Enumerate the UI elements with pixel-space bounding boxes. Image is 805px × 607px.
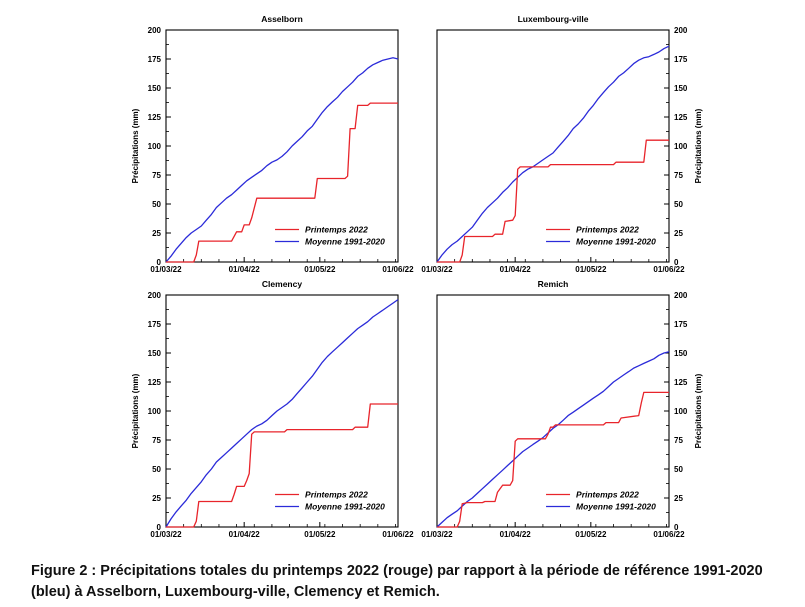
x-tick-label: 01/03/22 xyxy=(150,530,182,539)
chart-panel-3: Clemency 0 25 50 75 100 125 150 175 200 Précipitat… xyxy=(131,279,414,539)
series-line-moyenne-1991-2020 xyxy=(436,351,670,528)
y-tick-label: 125 xyxy=(674,113,688,122)
x-tick-label: 01/04/22 xyxy=(500,265,532,274)
y-tick-label: 150 xyxy=(674,349,688,358)
y-tick-label: 200 xyxy=(674,26,688,35)
y-tick-label: 75 xyxy=(152,171,161,180)
y-tick-label: 0 xyxy=(674,258,679,267)
x-tick-label: 01/06/22 xyxy=(382,530,414,539)
x-tick-label: 01/05/22 xyxy=(575,265,607,274)
y-tick-label: 150 xyxy=(148,84,162,93)
y-tick-label: 50 xyxy=(674,465,683,474)
x-tick-label: 01/05/22 xyxy=(304,265,336,274)
series-line-moyenne-1991-2020 xyxy=(165,299,399,528)
chart-panel-2: Luxembourg-ville 0 25 50 75 100 125 150 175 200 Pr… xyxy=(421,14,703,274)
x-tick-label: 01/06/22 xyxy=(382,265,414,274)
legend-label: Printemps 2022 xyxy=(305,490,368,500)
chart-title: Clemency xyxy=(262,279,302,289)
x-tick-label: 01/03/22 xyxy=(421,530,453,539)
x-tick-label: 01/04/22 xyxy=(500,530,532,539)
y-tick-label: 75 xyxy=(674,171,683,180)
y-axis-label: Précipitations (mm) xyxy=(694,108,703,183)
x-tick-label: 01/04/22 xyxy=(229,265,261,274)
series-line-moyenne-1991-2020 xyxy=(165,57,399,263)
y-tick-label: 25 xyxy=(674,229,683,238)
y-tick-label: 175 xyxy=(674,320,688,329)
x-tick-label: 01/05/22 xyxy=(304,530,336,539)
legend-label: Printemps 2022 xyxy=(576,490,639,500)
chart-panel-4: Remich 0 25 50 75 100 125 150 175 200 Précipitatio… xyxy=(421,279,703,539)
series-line-printemps-2022 xyxy=(166,403,398,528)
y-tick-label: 0 xyxy=(157,258,162,267)
y-tick-label: 50 xyxy=(152,465,161,474)
y-tick-label: 175 xyxy=(148,55,162,64)
y-tick-label: 125 xyxy=(674,378,688,387)
y-tick-label: 200 xyxy=(674,291,688,300)
series-line-printemps-2022 xyxy=(437,391,669,528)
y-tick-label: 200 xyxy=(148,291,162,300)
y-tick-label: 100 xyxy=(674,407,688,416)
y-tick-label: 125 xyxy=(148,113,162,122)
y-tick-label: 200 xyxy=(148,26,162,35)
x-tick-label: 01/06/22 xyxy=(653,530,685,539)
y-tick-label: 100 xyxy=(148,407,162,416)
series-line-printemps-2022 xyxy=(437,139,669,263)
legend-label: Moyenne 1991-2020 xyxy=(576,502,656,512)
y-tick-label: 75 xyxy=(152,436,161,445)
y-axis-label: Précipitations (mm) xyxy=(131,108,140,183)
legend-label: Moyenne 1991-2020 xyxy=(576,237,656,247)
x-tick-label: 01/05/22 xyxy=(575,530,607,539)
y-tick-label: 25 xyxy=(674,494,683,503)
legend-label: Moyenne 1991-2020 xyxy=(305,237,385,247)
y-tick-label: 175 xyxy=(148,320,162,329)
y-tick-label: 0 xyxy=(157,523,162,532)
y-tick-label: 100 xyxy=(148,142,162,151)
legend-label: Printemps 2022 xyxy=(305,225,368,235)
precipitation-figure: Asselborn 0 25 50 75 100 125 150 175 200 Précipita… xyxy=(131,14,703,539)
y-tick-label: 150 xyxy=(674,84,688,93)
x-tick-label: 01/03/22 xyxy=(421,265,453,274)
y-tick-label: 25 xyxy=(152,494,161,503)
y-axis-label: Précipitations (mm) xyxy=(131,373,140,448)
chart-panel-1: Asselborn 0 25 50 75 100 125 150 175 200 Précipita… xyxy=(131,14,414,274)
y-tick-label: 0 xyxy=(674,523,679,532)
x-tick-label: 01/04/22 xyxy=(229,530,261,539)
chart-title: Remich xyxy=(538,279,569,289)
y-tick-label: 100 xyxy=(674,142,688,151)
chart-title: Luxembourg-ville xyxy=(518,14,589,24)
figure-caption: Figure 2 : Précipitations totales du pri… xyxy=(31,563,763,600)
series-line-printemps-2022 xyxy=(166,102,398,263)
y-axis-label: Précipitations (mm) xyxy=(694,373,703,448)
legend-label: Printemps 2022 xyxy=(576,225,639,235)
y-tick-label: 25 xyxy=(152,229,161,238)
y-tick-label: 75 xyxy=(674,436,683,445)
x-tick-label: 01/03/22 xyxy=(150,265,182,274)
chart-title: Asselborn xyxy=(261,14,303,24)
x-tick-label: 01/06/22 xyxy=(653,265,685,274)
y-tick-label: 125 xyxy=(148,378,162,387)
y-tick-label: 50 xyxy=(674,200,683,209)
y-tick-label: 175 xyxy=(674,55,688,64)
series-line-moyenne-1991-2020 xyxy=(436,45,670,263)
y-tick-label: 150 xyxy=(148,349,162,358)
y-tick-label: 50 xyxy=(152,200,161,209)
legend-label: Moyenne 1991-2020 xyxy=(305,502,385,512)
